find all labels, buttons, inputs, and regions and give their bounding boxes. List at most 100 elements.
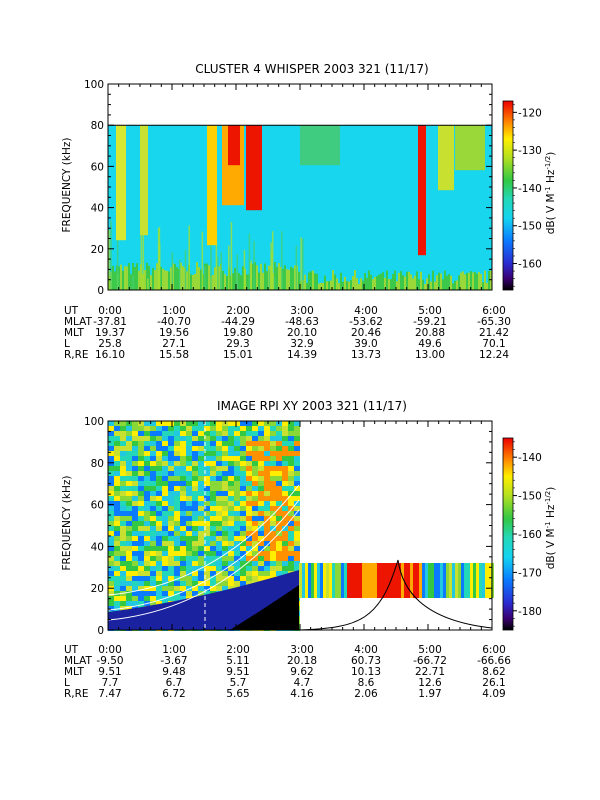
passive-cell bbox=[413, 563, 416, 598]
sounding-cell bbox=[204, 521, 210, 526]
sounding-cell bbox=[192, 446, 198, 451]
noise-band bbox=[478, 271, 480, 290]
sounding-cell bbox=[186, 421, 192, 426]
sounding-cell bbox=[120, 521, 126, 526]
noise-band bbox=[376, 276, 378, 290]
sounding-cell bbox=[156, 506, 162, 511]
sounding-cell bbox=[252, 481, 258, 486]
sounding-cell bbox=[294, 536, 300, 541]
sounding-cell bbox=[288, 451, 294, 456]
sounding-cell bbox=[204, 481, 210, 486]
ephemeris-value: -65.30 bbox=[477, 316, 511, 328]
sounding-cell bbox=[234, 486, 240, 491]
sounding-cell bbox=[252, 441, 258, 446]
colorbar-tick-label: -160 bbox=[518, 529, 542, 541]
sounding-cell bbox=[180, 516, 186, 521]
sounding-cell bbox=[168, 446, 174, 451]
sounding-cell bbox=[162, 501, 168, 506]
sounding-cell bbox=[258, 501, 264, 506]
sounding-cell bbox=[132, 516, 138, 521]
sounding-cell bbox=[222, 526, 228, 531]
sounding-cell bbox=[282, 491, 288, 496]
sounding-cell bbox=[162, 576, 168, 581]
sounding-cell bbox=[228, 506, 234, 511]
sounding-cell bbox=[162, 566, 168, 571]
noise-band bbox=[260, 263, 262, 290]
sounding-cell bbox=[144, 511, 150, 516]
sounding-cell bbox=[252, 466, 258, 471]
sounding-cell bbox=[246, 556, 252, 561]
sounding-cell bbox=[282, 531, 288, 536]
sounding-cell bbox=[120, 486, 126, 491]
sounding-cell bbox=[162, 506, 168, 511]
sounding-cell bbox=[282, 451, 288, 456]
noise-band bbox=[166, 270, 168, 290]
sounding-cell bbox=[108, 536, 114, 541]
sounding-cell bbox=[132, 491, 138, 496]
sounding-cell bbox=[162, 526, 168, 531]
sounding-cell bbox=[126, 506, 132, 511]
sounding-cell bbox=[156, 461, 162, 466]
sounding-cell bbox=[168, 526, 174, 531]
sounding-cell bbox=[114, 561, 120, 566]
sounding-cell bbox=[258, 521, 264, 526]
sounding-cell bbox=[114, 471, 120, 476]
sounding-cell bbox=[198, 426, 204, 431]
emission-streak bbox=[132, 276, 134, 290]
sounding-cell bbox=[162, 546, 168, 551]
sounding-cell bbox=[126, 476, 132, 481]
y-tick-label: 0 bbox=[97, 625, 104, 637]
sounding-cell bbox=[186, 506, 192, 511]
sounding-cell bbox=[108, 426, 114, 431]
sounding-cell bbox=[216, 511, 222, 516]
sounding-cell bbox=[180, 571, 186, 576]
ephemeris-value: 6:00 bbox=[482, 644, 506, 656]
ephemeris-value: 2:00 bbox=[226, 305, 250, 317]
sounding-cell bbox=[168, 436, 174, 441]
sounding-cell bbox=[294, 496, 300, 501]
sounding-cell bbox=[276, 426, 282, 431]
noise-band bbox=[160, 266, 162, 290]
sounding-cell bbox=[186, 581, 192, 586]
sounding-cell bbox=[108, 501, 114, 506]
noise-band bbox=[174, 263, 176, 290]
passive-cell bbox=[380, 563, 383, 598]
sounding-cell bbox=[180, 536, 186, 541]
sounding-cell bbox=[114, 586, 120, 591]
sounding-cell bbox=[210, 466, 216, 471]
sounding-cell bbox=[186, 491, 192, 496]
sounding-cell bbox=[222, 466, 228, 471]
sounding-cell bbox=[288, 481, 294, 486]
sounding-cell bbox=[240, 456, 246, 461]
sounding-cell bbox=[156, 536, 162, 541]
sounding-cell bbox=[114, 596, 120, 601]
passive-cell bbox=[401, 563, 404, 598]
sounding-cell bbox=[270, 536, 276, 541]
sounding-cell bbox=[258, 541, 264, 546]
sounding-cell bbox=[204, 461, 210, 466]
sounding-cell bbox=[264, 501, 270, 506]
sounding-cell bbox=[216, 501, 222, 506]
sounding-cell bbox=[192, 491, 198, 496]
sounding-cell bbox=[294, 501, 300, 506]
passive-cell bbox=[386, 563, 389, 598]
sounding-cell bbox=[252, 496, 258, 501]
noise-band bbox=[470, 271, 472, 290]
sounding-cell bbox=[180, 446, 186, 451]
sounding-cell bbox=[228, 431, 234, 436]
sounding-cell bbox=[228, 461, 234, 466]
passive-cell bbox=[404, 563, 407, 598]
emission-burst bbox=[438, 125, 454, 191]
sounding-cell bbox=[240, 566, 246, 571]
sounding-cell bbox=[210, 421, 216, 426]
passive-cell bbox=[383, 563, 386, 598]
sounding-cell bbox=[120, 426, 126, 431]
sounding-cell bbox=[132, 531, 138, 536]
passive-cell bbox=[359, 563, 362, 598]
sounding-cell bbox=[150, 446, 156, 451]
sounding-cell bbox=[132, 426, 138, 431]
sounding-cell bbox=[228, 536, 234, 541]
sounding-cell bbox=[210, 496, 216, 501]
noise-band bbox=[152, 268, 154, 290]
sounding-cell bbox=[288, 496, 294, 501]
